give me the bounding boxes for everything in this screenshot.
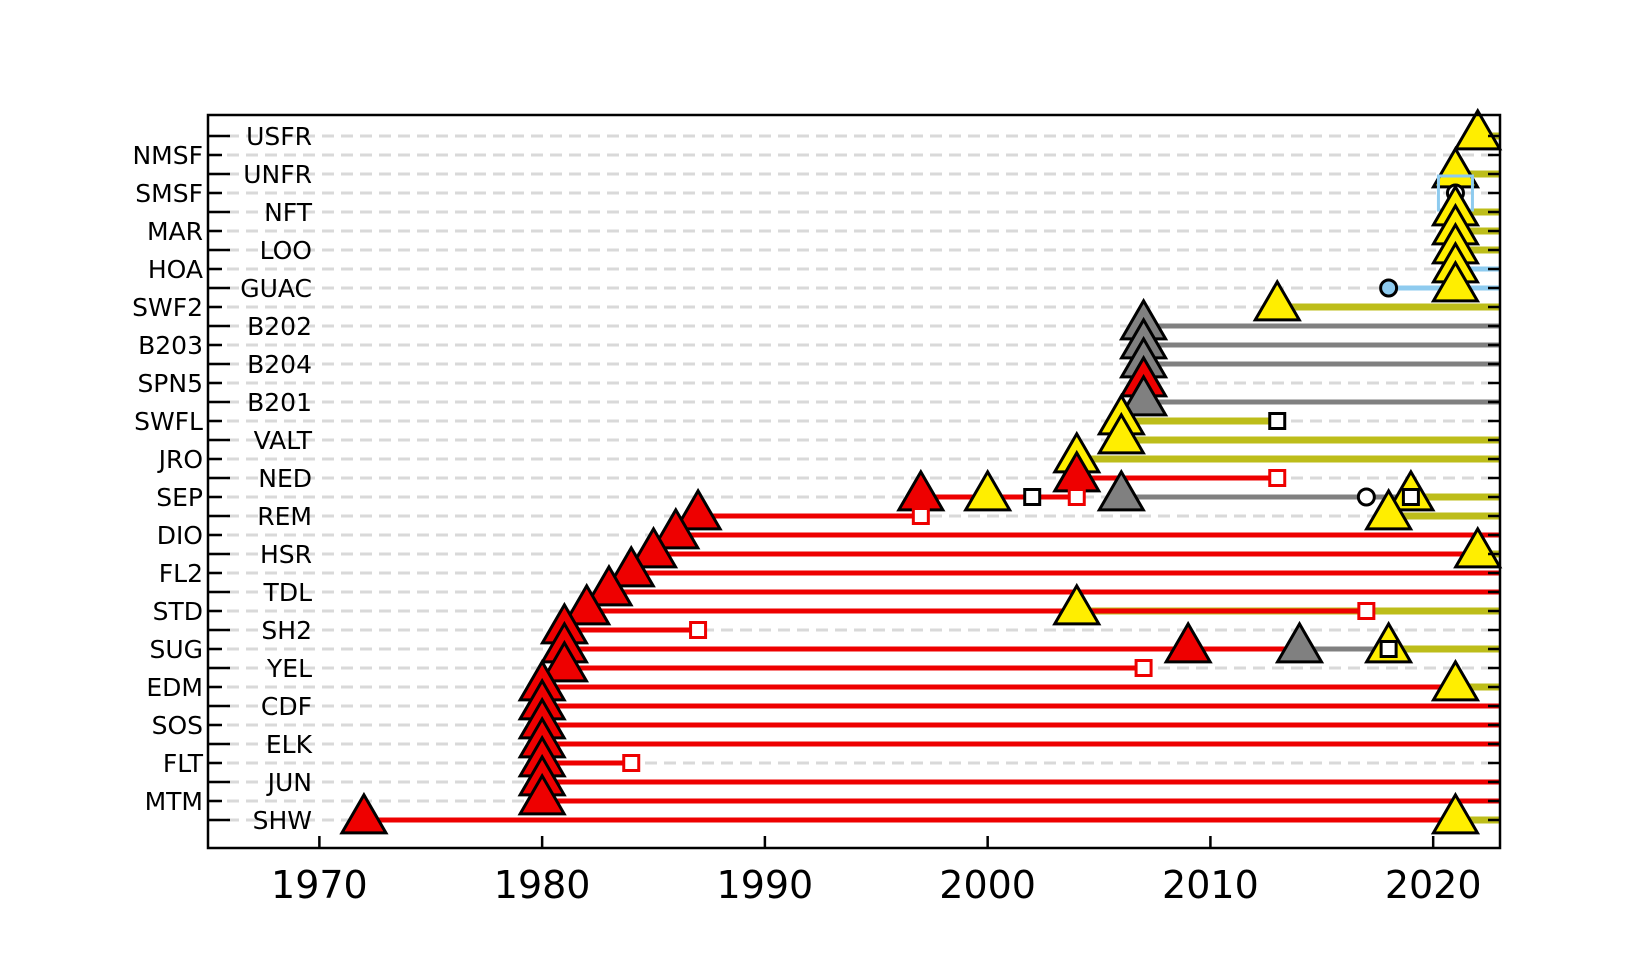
- station-label-swf2: SWF2: [132, 293, 203, 322]
- marker-sh2: [689, 621, 708, 639]
- marker-sug: [1274, 620, 1325, 664]
- marker-shw: [339, 791, 389, 835]
- marker-std: [1357, 602, 1376, 620]
- station-label-flt: FLT: [163, 749, 204, 778]
- marker-guac: [1430, 259, 1481, 303]
- marker-mtm: [517, 772, 567, 816]
- marker-shw: [1430, 791, 1481, 835]
- station-label-cdf: CDF: [261, 692, 312, 721]
- x-tick-label: 1980: [494, 863, 591, 907]
- marker-sep: [1356, 487, 1376, 507]
- marker-usfr: [1453, 107, 1503, 151]
- station-label-rem: REM: [257, 502, 312, 531]
- station-label-unfr: UNFR: [243, 160, 312, 189]
- station-label-spn5: SPN5: [137, 369, 203, 398]
- station-label-sug: SUG: [149, 635, 203, 664]
- marker-edm: [1430, 658, 1481, 702]
- marker-sug: [1379, 640, 1398, 658]
- marker-tdl: [584, 563, 634, 607]
- station-label-yel: YEL: [266, 654, 312, 683]
- station-label-b204: B204: [247, 350, 312, 379]
- station-label-nft: NFT: [264, 198, 313, 227]
- marker-dio: [651, 506, 701, 550]
- marker-b201: [1118, 373, 1169, 417]
- marker-hsr: [628, 525, 679, 569]
- station-label-shw: SHW: [253, 806, 312, 835]
- series-markers: [339, 107, 1503, 835]
- station-label-sep: SEP: [156, 483, 203, 512]
- marker-std: [562, 582, 612, 626]
- station-label-mtm: MTM: [145, 787, 203, 816]
- marker-sep: [1067, 488, 1086, 506]
- station-label-std: STD: [153, 597, 203, 626]
- station-label-hsr: HSR: [260, 540, 312, 569]
- x-tick-label: 2010: [1162, 863, 1259, 907]
- station-label-valt: VALT: [254, 426, 313, 455]
- station-label-loo: LOO: [260, 236, 312, 265]
- grid-lines: [208, 134, 1500, 822]
- station-label-tdl: TDL: [263, 578, 313, 607]
- station-label-smsf: SMSF: [135, 179, 203, 208]
- marker-std: [1052, 582, 1102, 626]
- station-label-usfr: USFR: [246, 122, 312, 151]
- x-tick-label: 1990: [717, 863, 814, 907]
- station-label-guac: GUAC: [240, 274, 312, 303]
- marker-flt: [622, 754, 641, 772]
- station-label-fl2: FL2: [159, 559, 203, 588]
- marker-sep: [1096, 468, 1146, 512]
- x-tick-label: 1970: [271, 863, 368, 907]
- station-label-hoa: HOA: [148, 255, 203, 284]
- marker-sep: [963, 468, 1013, 512]
- station-label-jun: JUN: [266, 768, 312, 797]
- marker-sep: [1401, 488, 1420, 506]
- marker-rem: [911, 507, 930, 525]
- station-label-edm: EDM: [146, 673, 203, 702]
- marker-swfl: [1268, 412, 1287, 430]
- marker-hsr: [1453, 525, 1503, 569]
- series-segments: [363, 132, 1500, 824]
- station-label-jro: JRO: [157, 445, 203, 474]
- marker-sep: [1023, 488, 1042, 506]
- marker-rem: [1364, 487, 1414, 531]
- plot-frame: [206, 113, 1502, 850]
- station-label-ned: NED: [258, 464, 312, 493]
- marker-yel: [1134, 659, 1153, 677]
- station-label-b202: B202: [247, 312, 312, 341]
- station-label-elk: ELK: [266, 730, 313, 759]
- marker-rem: [673, 487, 723, 531]
- x-tick-label: 2020: [1385, 863, 1482, 907]
- station-label-swfl: SWFL: [134, 407, 203, 436]
- marker-sug: [1163, 620, 1213, 664]
- station-label-sos: SOS: [152, 711, 203, 740]
- station-label-b201: B201: [247, 388, 312, 417]
- axes: USFR NMSF UNFR SMSF NFT MAR LOO HOA GUAC SWF2 B202…: [132, 122, 1500, 907]
- marker-valt: [1096, 411, 1146, 455]
- marker-guac: [1379, 278, 1399, 298]
- station-label-mar: MAR: [147, 217, 203, 246]
- marker-swf2: [1252, 278, 1302, 322]
- x-tick-label: 2000: [939, 863, 1036, 907]
- station-label-sh2: SH2: [261, 616, 312, 645]
- station-label-dio: DIO: [157, 521, 203, 550]
- marker-ned: [1268, 469, 1287, 487]
- marker-yel: [539, 639, 590, 683]
- station-label-b203: B203: [138, 331, 203, 360]
- station-label-nmsf: NMSF: [132, 141, 203, 170]
- marker-fl2: [606, 544, 656, 588]
